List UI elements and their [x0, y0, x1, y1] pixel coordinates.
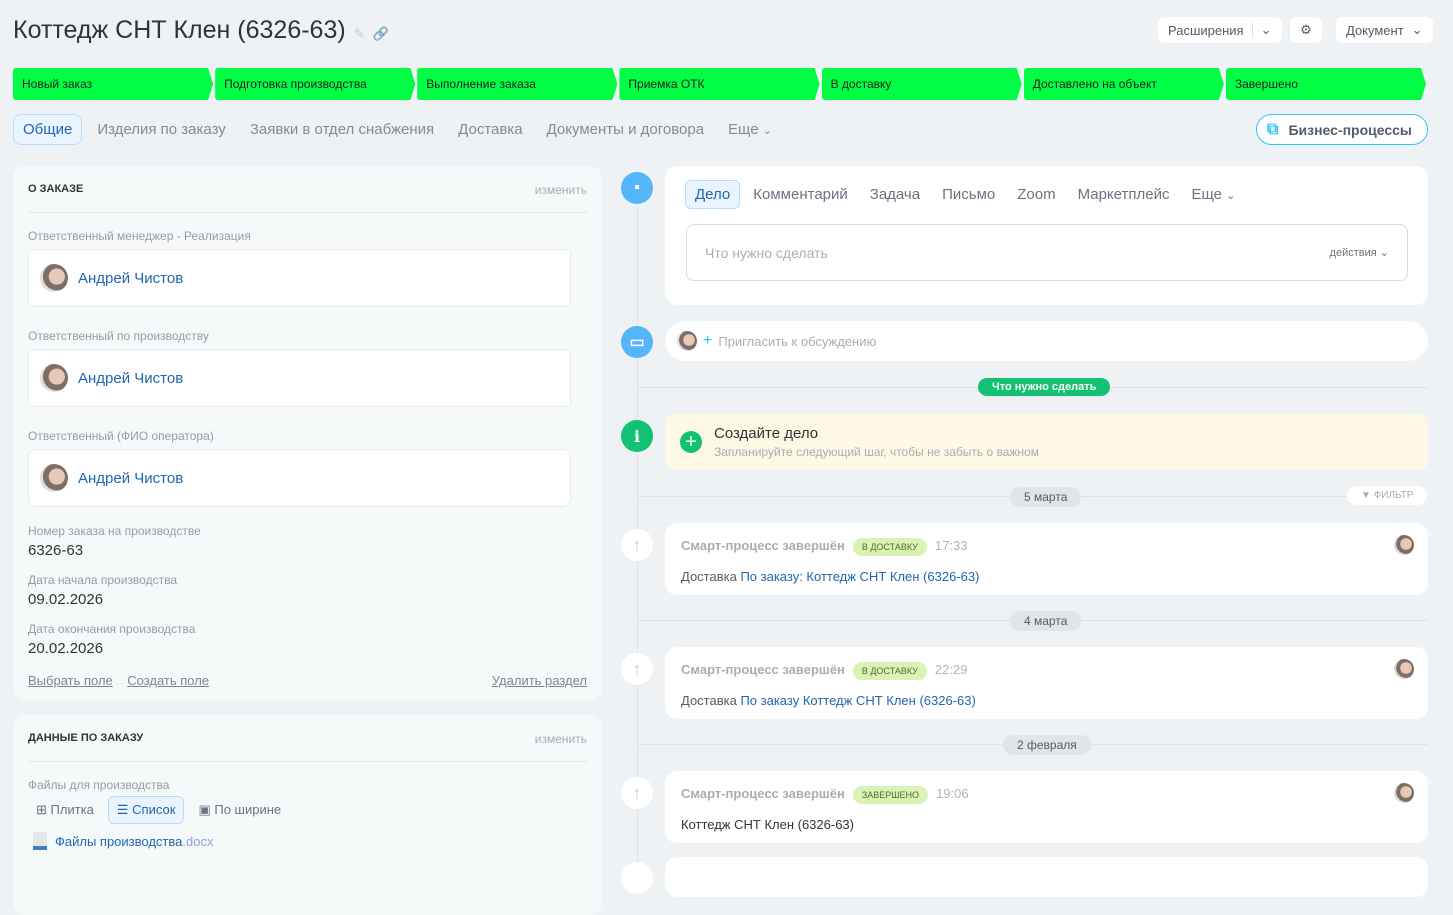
stage-badge: В ДОСТАВКУ — [852, 538, 927, 556]
tab-general[interactable]: Общие — [13, 114, 83, 145]
extensions-button[interactable]: Расширения ⌄ — [1158, 17, 1282, 43]
activity-editor: Дело Комментарий Задача Письмо Zoom Марк… — [665, 166, 1428, 305]
timeline-event: Смарт-процесс завершён В ДОСТАВКУ 17:33 До… — [665, 523, 1428, 595]
flow-icon: ⧉ — [1267, 120, 1279, 138]
stage[interactable]: В доставку — [822, 68, 1022, 100]
filter-button[interactable]: ▼ ФИЛЬТР — [1347, 486, 1428, 505]
user-field[interactable]: Андрей Чистов — [28, 449, 571, 507]
stage[interactable]: Доставлено на объект — [1024, 68, 1224, 100]
create-task-card[interactable]: + Создайте дело Запланируйте следующий ша… — [665, 414, 1428, 470]
pencil-icon[interactable]: ✎ — [353, 26, 365, 41]
editor-tab-zoom[interactable]: Zoom — [1017, 186, 1056, 203]
arrow-up-icon: ↑ — [621, 777, 653, 809]
chevron-down-icon: ⌄ — [1251, 22, 1272, 38]
stage[interactable]: Завершено — [1226, 68, 1426, 100]
stage[interactable]: Подготовка производства — [215, 68, 415, 100]
editor-tab-marketplace[interactable]: Маркетплейс — [1077, 186, 1170, 203]
stage-badge: В ДОСТАВКУ — [852, 662, 927, 680]
tabs: Общие Изделия по заказу Заявки в отдел с… — [13, 114, 781, 145]
entity-link[interactable]: Коттедж СНТ Клен (6326-63) — [681, 817, 854, 832]
timeline-event: Смарт-процесс завершён В ДОСТАВКУ 22:29 До… — [665, 647, 1428, 719]
docx-icon — [33, 832, 47, 850]
stage-badge: ЗАВЕРШЕНО — [852, 786, 929, 804]
editor-tab-todo[interactable]: Задача — [869, 186, 921, 203]
editor-tab-comment[interactable]: Комментарий — [753, 186, 848, 203]
tab-more[interactable]: Еще ⌄ — [728, 121, 772, 138]
gear-icon[interactable]: ⚙ — [1290, 17, 1322, 43]
date-pill: 5 марта — [1010, 487, 1082, 507]
tab-supply[interactable]: Заявки в отдел снабжения — [249, 121, 435, 138]
editor-tab-more[interactable]: Еще ⌄ — [1191, 186, 1236, 203]
view-tile-button[interactable]: ⊞ Плитка — [36, 802, 94, 817]
invite-field[interactable]: + Пригласить к обсуждению — [665, 321, 1428, 361]
grid-icon: ⊞ — [36, 802, 47, 817]
avatar — [40, 464, 68, 492]
comment-icon: ▭ — [621, 326, 653, 358]
select-field-link[interactable]: Выбрать поле — [28, 673, 113, 688]
stage-bar: Новый заказ Подготовка производства Выпо… — [13, 68, 1426, 100]
delete-section-link[interactable]: Удалить раздел — [491, 673, 587, 688]
entity-link[interactable]: По заказу: Коттедж СНТ Клен (6326-63) — [740, 569, 980, 584]
editor-tab-task[interactable]: Дело — [685, 180, 741, 209]
filter-icon: ▼ — [1361, 490, 1371, 501]
avatar — [677, 331, 697, 351]
actions-dropdown[interactable]: действия ⌄ — [1329, 247, 1389, 259]
avatar — [40, 264, 68, 292]
link-icon[interactable]: 🔗 — [372, 26, 389, 41]
image-icon: ▣ — [198, 802, 211, 817]
stage[interactable]: Приемка ОТК — [619, 68, 819, 100]
arrow-up-icon: ↑ — [621, 653, 653, 685]
avatar — [40, 364, 68, 392]
user-field[interactable]: Андрей Чистов — [28, 349, 571, 407]
tab-documents[interactable]: Документы и договора — [546, 121, 705, 138]
arrow-up-icon — [621, 862, 653, 894]
tab-delivery[interactable]: Доставка — [458, 121, 523, 138]
tab-products[interactable]: Изделия по заказу — [97, 121, 226, 138]
timeline-event: Смарт-процесс завершён ЗАВЕРШЕНО 19:06 Кот… — [665, 771, 1428, 843]
page-title: Коттедж СНТ Клен (6326-63) ✎ 🔗 — [13, 16, 389, 44]
order-data-card: ДАННЫЕ ПО ЗАКАЗУ изменить Файлы для произ… — [13, 715, 602, 915]
user-field[interactable]: Андрей Чистов — [28, 249, 571, 307]
create-field-link[interactable]: Создать поле — [127, 673, 210, 688]
view-width-button[interactable]: ▣ По ширине — [198, 802, 282, 817]
avatar[interactable] — [1394, 783, 1414, 803]
arrow-up-icon: ↑ — [621, 529, 653, 561]
date-pill: 2 февраля — [1003, 735, 1091, 755]
edit-link[interactable]: изменить — [534, 183, 587, 197]
document-button[interactable]: Документ ⌄ — [1336, 17, 1433, 43]
add-icon[interactable]: + — [680, 431, 702, 453]
file-link[interactable]: Файлы производства .docx — [33, 832, 582, 850]
todo-input[interactable]: Что нужно сделать действия ⌄ — [686, 224, 1408, 281]
business-processes-button[interactable]: ⧉ Бизнес-процессы — [1256, 114, 1428, 145]
avatar[interactable] — [1394, 535, 1414, 555]
editor-tab-email[interactable]: Письмо — [942, 186, 996, 203]
about-order-card: О ЗАКАЗЕ изменить Ответственный менеджер … — [13, 166, 602, 700]
stage[interactable]: Новый заказ — [13, 68, 213, 100]
info-icon: i — [621, 420, 653, 452]
entity-link[interactable]: По заказу Коттедж СНТ Клен (6326-63) — [740, 693, 976, 708]
chevron-down-icon: ⌄ — [1411, 22, 1423, 37]
view-list-button[interactable]: ☰ Список — [107, 796, 185, 824]
timeline-event — [665, 857, 1428, 897]
date-pill: 4 марта — [1010, 611, 1082, 631]
todo-pill: Что нужно сделать — [978, 378, 1111, 396]
stage[interactable]: Выполнение заказа — [417, 68, 617, 100]
plus-icon: + — [703, 332, 713, 349]
list-icon: ☰ — [116, 802, 129, 817]
avatar[interactable] — [1394, 659, 1414, 679]
edit-link[interactable]: изменить — [534, 732, 587, 746]
chat-icon: ▪ — [621, 172, 653, 204]
